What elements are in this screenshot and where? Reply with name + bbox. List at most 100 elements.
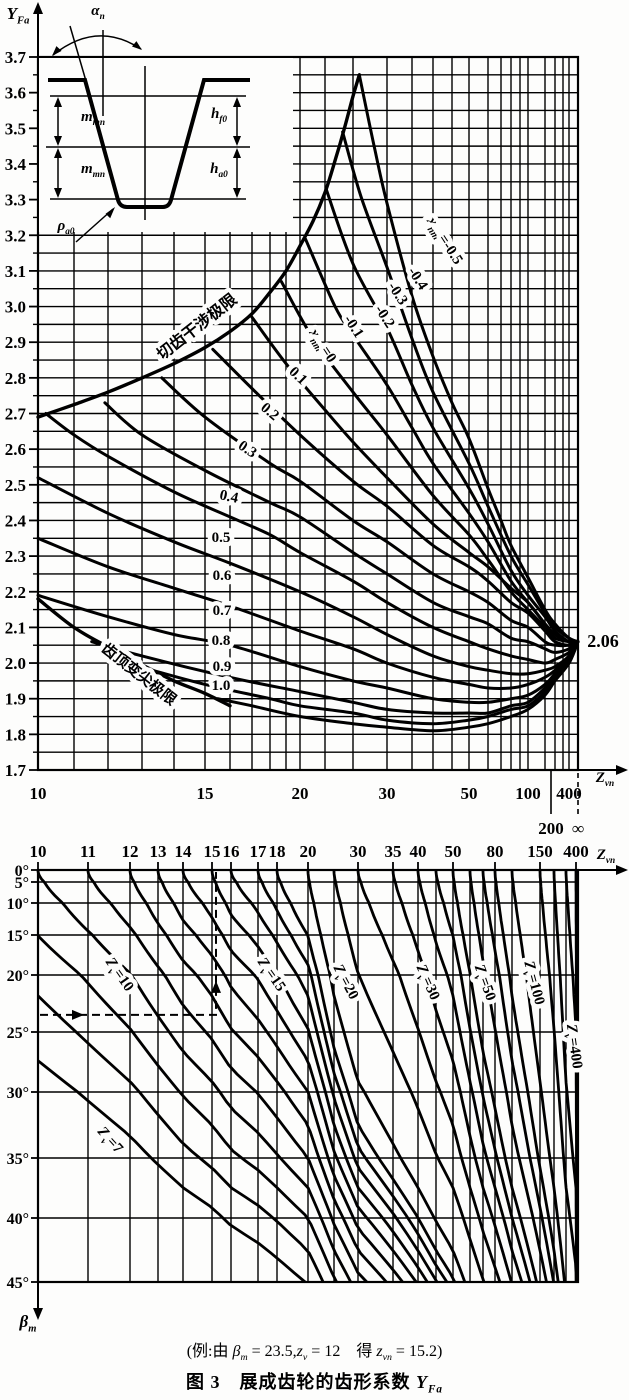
curve-x_nm=0.1	[211, 347, 580, 647]
tick-label: 1.8	[5, 725, 26, 744]
bottom-chart-curves	[36, 869, 579, 1284]
curve-Zv-150	[538, 870, 578, 1283]
example-dashed-path	[40, 872, 217, 1016]
tick-label: 2.1	[5, 618, 26, 637]
curve-Zv-400	[574, 870, 579, 1282]
tick-label: 2.6	[5, 440, 26, 459]
example-note-text: (例:由 βm = 23.5,zv = 12 得 zvn = 15.2)	[186, 1343, 443, 1364]
example-arrow-up	[211, 980, 221, 993]
y-axis-arrow	[33, 2, 43, 14]
tick-label: 3.0	[5, 298, 26, 317]
curve-label-Zv: Zv=100	[517, 958, 547, 1007]
tick-label: 2.5	[5, 476, 26, 495]
curve-x_nm=0.7	[36, 593, 580, 705]
tick-label: 10°	[7, 896, 29, 913]
tick-label: 2.9	[5, 333, 26, 352]
curve-Zv-11	[86, 869, 368, 1283]
tick-label: 12	[122, 842, 139, 861]
curve-label-x_nm=0.7: 0.7	[213, 603, 232, 619]
x-axis-label-zvn-top: Zvn	[595, 769, 615, 789]
dim-arrowheads	[54, 97, 241, 198]
tick-label: 40°	[7, 1211, 29, 1228]
convergence-value-label: 2.06	[587, 631, 619, 651]
tick-label: 17	[250, 842, 268, 861]
curve-x_nm=0.2	[160, 376, 580, 648]
curve-x_nm=0.4	[44, 412, 580, 665]
curve-x_nm=-0.5	[357, 73, 580, 644]
curve-Zv-9	[37, 934, 338, 1283]
tick-label: 3.6	[5, 84, 26, 103]
tick-label: 20°	[7, 968, 29, 985]
tick-label: 50	[461, 784, 478, 803]
curve-label-x_nm=0.4: 0.4	[218, 487, 240, 507]
tick-label: 3.7	[5, 48, 27, 67]
x-axis-arrow-bottom	[616, 865, 628, 875]
figure-title: 图 3 展成齿轮的齿形系数 YFa	[0, 1368, 629, 1396]
curve-x_nm=0.5	[36, 476, 580, 676]
tick-label: 2.8	[5, 369, 26, 388]
curve-Zv-35	[391, 869, 513, 1283]
tick-label: 15	[197, 784, 214, 803]
inset-angle-arc	[52, 35, 142, 56]
tick-label: 25°	[7, 1025, 29, 1042]
x-axis-arrow-top	[616, 765, 628, 775]
inset-label-rho-a0: ρa0	[57, 217, 75, 237]
example-note: (例:由 βm = 23.5,zv = 12 得 zvn = 15.2)	[0, 1337, 629, 1363]
inset-label-ha0: ha0	[210, 160, 228, 180]
tick-label: 0°	[15, 863, 29, 880]
inset-label-mmn-upper: mmn	[80, 108, 106, 128]
curve-切齿干涉极限	[36, 73, 361, 419]
tick-label: 20	[300, 842, 317, 861]
y-axis-label-beta-m: βm	[19, 1312, 37, 1335]
curve-label-x_nm=0.8: 0.8	[212, 633, 231, 649]
curve-齿顶变尖极限	[36, 597, 232, 708]
tick-label: 5°	[15, 875, 29, 892]
curve-Zv-13	[156, 869, 404, 1283]
tick-label: 3.2	[5, 226, 26, 245]
tick-label: 3.3	[5, 191, 26, 210]
tick-label: 10	[30, 784, 47, 803]
arc-arrowhead-right	[132, 41, 142, 50]
curve-x_nm=0.3	[103, 401, 580, 654]
curve-Zv-40	[416, 870, 524, 1283]
tick-label: 18	[269, 842, 286, 861]
arc-arrowhead-left	[52, 46, 62, 56]
example-arrow-right	[72, 1009, 84, 1020]
curve-x_nm=-0.1	[279, 280, 580, 644]
rack-cutter-inset-diagram	[39, 25, 293, 243]
curve-Zv-50	[451, 870, 538, 1283]
tick-label: 100	[515, 784, 541, 803]
tick-label: 50	[445, 842, 462, 861]
curve-Zv-14	[181, 869, 418, 1283]
curve-label-x_nm=-0.5: xnm=-0.5	[420, 213, 466, 269]
tick-label: 2.2	[5, 583, 26, 602]
inset-label-mmn-lower: mmn	[80, 160, 106, 180]
tick-label: 400	[563, 842, 589, 861]
tick-label: 2.4	[5, 511, 27, 530]
curve-Zv-25	[332, 870, 486, 1283]
curve-x_nm=-0.4	[341, 130, 580, 644]
tick-label: 80	[487, 842, 504, 861]
curve-label-x_nm=0.2: 0.2	[257, 400, 282, 424]
curve-label-x_nm=-0.1: -0.1	[340, 313, 366, 342]
curve-Zv-8	[37, 994, 325, 1283]
tick-label: 3.1	[5, 262, 26, 281]
curve-Zv-30	[356, 869, 502, 1283]
inset-background	[39, 58, 293, 232]
curve-label-x_nm=0.9: 0.9	[213, 659, 232, 675]
tick-label: 16	[223, 842, 240, 861]
curve-Zv-18	[275, 869, 457, 1283]
curve-Zv-60	[468, 870, 548, 1283]
top-chart-curves	[36, 73, 580, 733]
tick-label: ∞	[572, 819, 584, 838]
tick-label: 35°	[7, 1151, 29, 1168]
curve-label-x_nm=1.0: 1.0	[212, 678, 231, 694]
beta-axis-arrow	[33, 1308, 43, 1320]
curve-Zv-10	[36, 869, 352, 1283]
curve-Zv-80	[493, 870, 560, 1283]
tick-label: 2.0	[5, 654, 26, 673]
curve-label-x_nm=0.5: 0.5	[212, 530, 231, 546]
tick-label: 11	[80, 842, 96, 861]
